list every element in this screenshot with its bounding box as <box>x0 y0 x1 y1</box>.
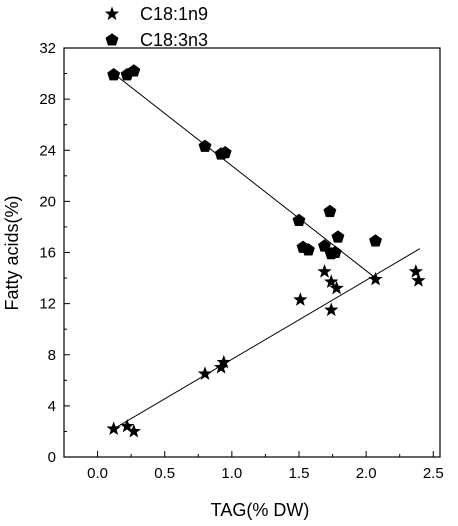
x-tick-label: 0.5 <box>154 465 175 482</box>
data-point-series-1 <box>411 273 426 287</box>
data-point-series-2 <box>328 245 342 258</box>
plot-border <box>63 47 441 458</box>
data-point-series-1 <box>119 418 135 433</box>
data-point-series-2 <box>323 204 337 218</box>
data-point-series-1 <box>324 302 339 317</box>
y-tick-label: 4 <box>48 398 56 415</box>
data-point-series-2 <box>318 239 331 252</box>
legend-label-series-2: C18:3n3 <box>140 30 208 50</box>
data-point-series-1 <box>408 264 423 278</box>
x-tick-label: 0.0 <box>87 465 108 482</box>
y-tick-label: 8 <box>48 347 56 364</box>
data-point-series-1 <box>368 271 383 286</box>
data-point-series-2 <box>218 146 232 159</box>
data-point-series-2 <box>107 68 121 81</box>
y-tick-label: 0 <box>48 449 56 466</box>
x-tick-label: 2.0 <box>356 465 377 482</box>
data-point-series-1 <box>216 354 231 369</box>
fit-lines <box>113 73 421 430</box>
y-tick-label: 12 <box>39 296 56 313</box>
data-point-series-2 <box>198 139 212 152</box>
x-axis-title: TAG(% DW) <box>211 500 310 520</box>
legend-label-series-1: C18:1n9 <box>140 4 208 24</box>
x-tick-label: 2.5 <box>423 465 444 482</box>
plot-area <box>63 47 441 458</box>
x-tick-label: 1.5 <box>289 465 310 482</box>
fit-line-series-2 <box>113 73 376 279</box>
data-point-series-2 <box>301 243 315 256</box>
fit-line-series-1 <box>113 248 421 430</box>
data-point-series-2 <box>127 64 141 77</box>
data-point-series-1 <box>197 366 213 380</box>
y-axis-title: Fatty acids(%) <box>2 195 22 310</box>
data-point-series-2 <box>292 213 306 227</box>
data-point-series-1 <box>126 423 141 438</box>
y-tick-label: 32 <box>39 40 56 57</box>
x-tick-label: 1.0 <box>221 465 242 482</box>
axis-ticks: 0.0 0.5 1.0 1.5 2.0 2.5 0 4 8 12 16 20 24 28 32 <box>39 40 443 482</box>
data-point-series-1 <box>106 421 121 435</box>
data-point-series-1 <box>329 280 344 295</box>
y-tick-label: 20 <box>39 193 56 210</box>
data-point-series-1 <box>324 274 339 288</box>
y-tick-label: 28 <box>39 91 56 108</box>
data-point-series-1 <box>293 292 308 306</box>
legend: C18:1n9 C18:3n3 <box>104 4 208 50</box>
legend-marker-series-2 <box>105 33 119 46</box>
data-point-series-1 <box>317 264 332 278</box>
data-point-series-2 <box>369 234 383 247</box>
y-tick-label: 16 <box>39 245 56 262</box>
y-tick-label: 24 <box>39 142 56 159</box>
legend-marker-series-1 <box>104 6 120 21</box>
data-point-series-2 <box>331 230 345 243</box>
data-markers <box>106 64 426 438</box>
